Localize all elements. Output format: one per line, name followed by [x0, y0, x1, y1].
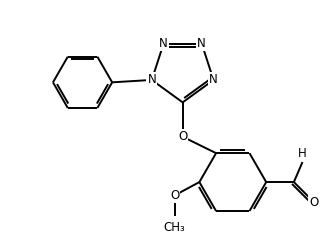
Text: N: N: [147, 73, 156, 86]
Text: N: N: [197, 37, 206, 50]
Text: O: O: [178, 130, 187, 143]
Text: N: N: [209, 73, 218, 86]
Text: O: O: [170, 189, 179, 202]
Text: CH₃: CH₃: [164, 221, 185, 234]
Text: O: O: [309, 196, 318, 209]
Text: N: N: [159, 37, 168, 50]
Text: H: H: [298, 147, 307, 160]
